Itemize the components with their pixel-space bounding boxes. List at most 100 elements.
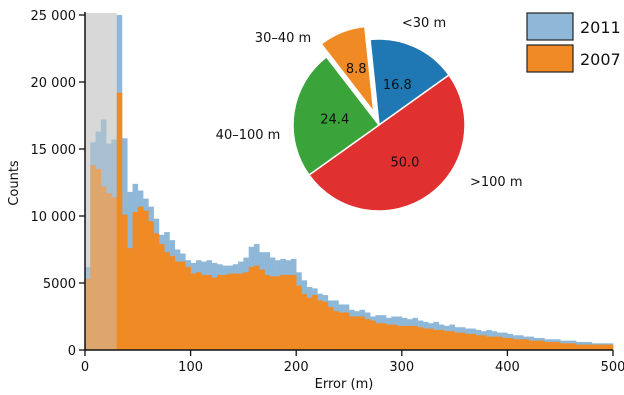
bar-2007-48 bbox=[338, 312, 345, 350]
x-tick-label: 100 bbox=[178, 360, 203, 375]
x-ticks: 0 100 200 300 400 500 bbox=[81, 350, 624, 375]
pie-value-label: 8.8 bbox=[346, 62, 367, 77]
bar-2007-24 bbox=[211, 277, 218, 350]
bar-2007-92 bbox=[570, 343, 577, 350]
bar-2007-15 bbox=[164, 252, 170, 350]
bar-2007-77 bbox=[491, 336, 498, 350]
legend-swatch-2007 bbox=[526, 44, 574, 73]
bar-2007-37 bbox=[280, 274, 286, 350]
bar-2007-30 bbox=[243, 272, 249, 350]
bar-2007-17 bbox=[174, 261, 181, 350]
bar-2007-85 bbox=[533, 340, 540, 350]
pie-chart: 16.8 <30 m 50.0 >100 m 24.4 40–100 m 8.8 30–40 … bbox=[216, 16, 523, 212]
bar-2007-27 bbox=[227, 273, 234, 350]
bar-2007-67 bbox=[438, 329, 445, 350]
bar-2007-16 bbox=[169, 256, 176, 350]
bar-2007-3 bbox=[100, 186, 107, 350]
bar-2007-20 bbox=[190, 273, 197, 350]
bar-2007-7 bbox=[121, 214, 128, 350]
bar-2007-35 bbox=[269, 276, 276, 350]
bar-2007-61 bbox=[407, 325, 413, 350]
bar-2007-43 bbox=[312, 295, 318, 350]
x-axis-title: Error (m) bbox=[315, 377, 374, 392]
bar-2007-82 bbox=[517, 339, 524, 350]
bar-2007-97 bbox=[597, 344, 603, 350]
bar-2007-95 bbox=[586, 344, 593, 350]
bar-2007-73 bbox=[470, 333, 477, 350]
bar-2007-98 bbox=[602, 344, 609, 350]
bar-2007-9 bbox=[132, 211, 139, 350]
bar-2007-74 bbox=[475, 335, 482, 350]
bar-2007-57 bbox=[385, 324, 392, 350]
bar-2007-39 bbox=[290, 274, 297, 350]
bar-2007-56 bbox=[380, 323, 387, 350]
pie-slice-0 bbox=[369, 38, 451, 127]
bar-2007-31 bbox=[248, 266, 255, 350]
y-tick-label: 5000 bbox=[43, 277, 76, 292]
bar-2007-36 bbox=[275, 276, 281, 350]
bar-2007-2 bbox=[95, 169, 102, 350]
bar-2007-38 bbox=[285, 274, 292, 350]
bar-2007-55 bbox=[375, 323, 381, 350]
bar-2007-45 bbox=[322, 301, 329, 350]
y-tick-label: 20 000 bbox=[31, 76, 77, 91]
y-tick-label: 15 000 bbox=[31, 143, 77, 158]
bar-2007-90 bbox=[560, 343, 566, 350]
bar-2007-23 bbox=[206, 274, 213, 350]
bar-2007-41 bbox=[301, 293, 308, 350]
bar-2007-19 bbox=[185, 266, 191, 350]
bar-2007-64 bbox=[422, 328, 429, 350]
pie-slice-3 bbox=[320, 25, 375, 115]
bar-2007-32 bbox=[253, 265, 260, 350]
pie-slice-2 bbox=[292, 55, 381, 177]
bar-2007-58 bbox=[391, 324, 397, 350]
bar-2007-12 bbox=[148, 221, 154, 350]
bar-2007-63 bbox=[417, 327, 424, 350]
bar-2007-40 bbox=[296, 285, 302, 350]
shaded-region-overlay bbox=[85, 13, 117, 350]
bar-2007-88 bbox=[549, 341, 556, 350]
bar-2007-13 bbox=[153, 233, 160, 350]
bar-2007-94 bbox=[581, 344, 587, 350]
bar-2007-47 bbox=[333, 311, 339, 350]
bar-2007-18 bbox=[180, 261, 186, 350]
bar-2007-6 bbox=[116, 92, 123, 350]
bar-2007-33 bbox=[259, 269, 265, 350]
bar-2007-72 bbox=[465, 333, 471, 350]
bar-2007-69 bbox=[449, 331, 455, 350]
bar-2007-4 bbox=[106, 193, 112, 350]
bar-2007-49 bbox=[343, 312, 350, 350]
bar-2007-42 bbox=[306, 297, 313, 350]
bar-2007-87 bbox=[544, 341, 550, 350]
bar-2007-22 bbox=[201, 274, 207, 350]
pie-slice-label: <30 m bbox=[402, 16, 446, 31]
bar-2007-52 bbox=[359, 316, 366, 350]
x-tick-label: 500 bbox=[601, 360, 624, 375]
pie-slice-1 bbox=[307, 73, 466, 212]
pie-slice-label: >100 m bbox=[470, 175, 523, 190]
bar-2007-59 bbox=[396, 325, 403, 350]
bar-2007-70 bbox=[454, 332, 461, 350]
bar-2007-65 bbox=[428, 328, 434, 350]
pie-value-label: 24.4 bbox=[320, 112, 349, 127]
bar-2007-11 bbox=[143, 210, 149, 350]
y-axis-title: Counts bbox=[7, 160, 22, 206]
bar-2007-0 bbox=[85, 278, 91, 350]
x-tick-label: 400 bbox=[495, 360, 520, 375]
bar-2007-51 bbox=[354, 316, 360, 350]
bar-2007-75 bbox=[481, 335, 487, 350]
bar-2007-10 bbox=[137, 206, 144, 350]
legend-label-2007: 2007 bbox=[580, 50, 621, 69]
bar-2007-44 bbox=[317, 300, 323, 350]
bar-2007-99 bbox=[607, 344, 614, 350]
bar-2007-1 bbox=[90, 165, 96, 350]
bar-2007-29 bbox=[238, 273, 244, 350]
bar-2007-46 bbox=[327, 307, 334, 350]
bars-2007 bbox=[85, 92, 614, 350]
x-tick-label: 200 bbox=[284, 360, 309, 375]
bar-2007-34 bbox=[264, 274, 271, 350]
x-tick-label: 300 bbox=[389, 360, 414, 375]
bar-2007-68 bbox=[444, 331, 450, 350]
bar-2007-60 bbox=[401, 325, 408, 350]
